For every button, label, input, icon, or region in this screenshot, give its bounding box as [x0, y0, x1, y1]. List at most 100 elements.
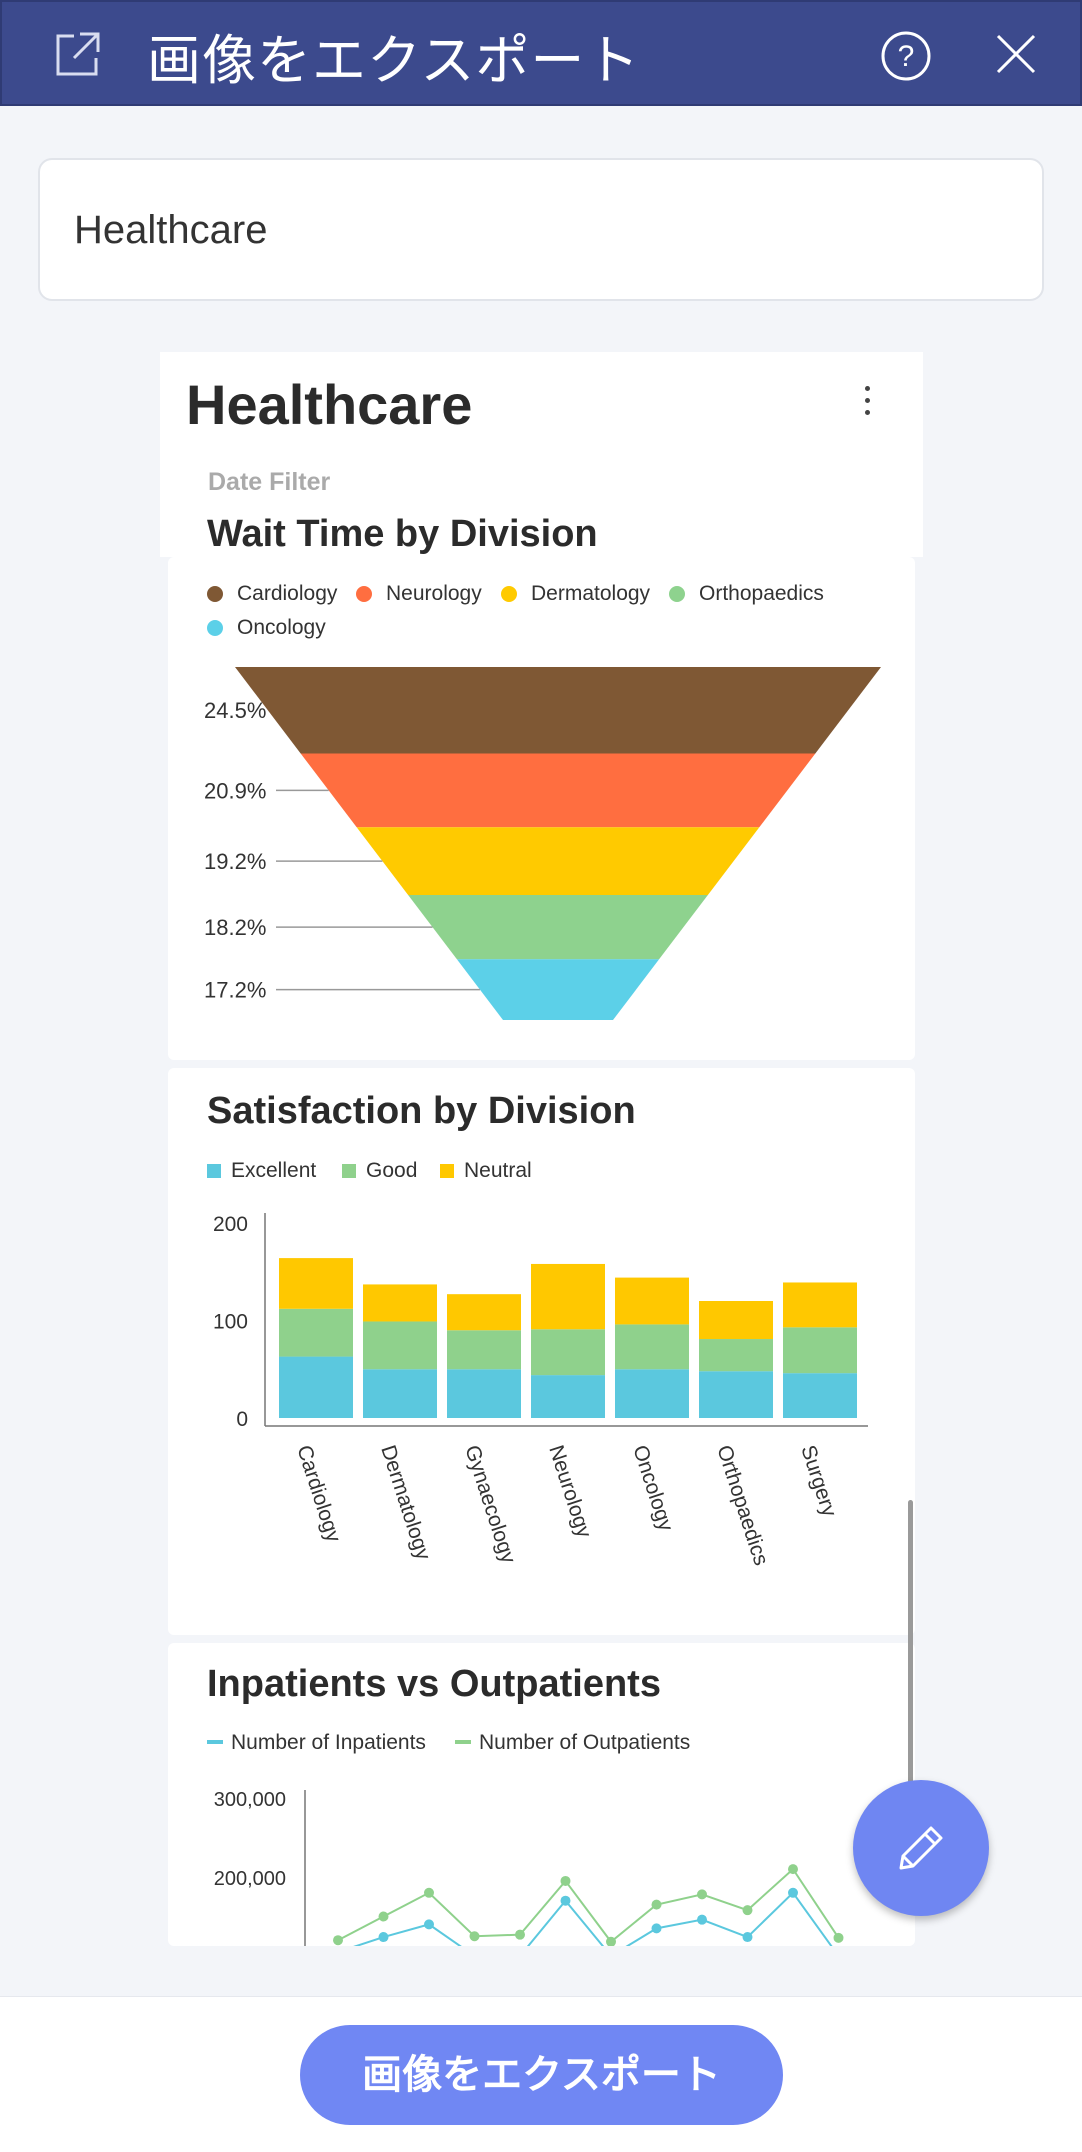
top-bar: 画像をエクスポート ? [0, 0, 1082, 106]
help-icon[interactable]: ? [880, 30, 932, 82]
data-point [378, 1911, 389, 1922]
dashboard-title: Healthcare [186, 373, 473, 436]
x-tick-label: Dermatology [376, 1442, 435, 1563]
funnel-value-label: 18.2% [204, 915, 266, 940]
funnel-segment [408, 895, 708, 960]
legend-label: Good [366, 1159, 418, 1182]
bar-segment [531, 1263, 605, 1330]
bar-segment [783, 1373, 857, 1418]
legend-item: Number of Outpatients [455, 1731, 690, 1755]
data-point [424, 1919, 434, 1930]
image-name-value: Healthcare [74, 208, 268, 252]
bar-segment [447, 1294, 521, 1331]
close-icon[interactable] [994, 32, 1038, 76]
date-filter[interactable]: Date Filter [208, 468, 331, 496]
bar-segment [363, 1321, 437, 1370]
y-tick-label: 0 [236, 1408, 248, 1431]
dialog-title: 画像をエクスポート [147, 29, 641, 92]
legend-swatch [207, 586, 223, 602]
x-tick-label: Neurology [544, 1442, 596, 1541]
bar-segment [699, 1301, 773, 1340]
bar-segment [615, 1277, 689, 1325]
legend-swatch [207, 1164, 221, 1178]
legend-label: Neutral [464, 1159, 532, 1182]
legend-label: Number of Outpatients [479, 1731, 691, 1754]
legend-item: Cardiology [207, 582, 337, 606]
svg-text:?: ? [898, 40, 915, 73]
legend-item: Oncology [207, 616, 326, 640]
bar-segment [615, 1369, 689, 1418]
export-icon[interactable] [52, 28, 104, 80]
data-point [560, 1875, 571, 1886]
legend-item: Neurology [356, 582, 482, 606]
edit-fab-button[interactable] [853, 1780, 989, 1916]
legend-item: Good [342, 1159, 417, 1183]
legend-swatch [342, 1164, 356, 1178]
legend-label: Number of Inpatients [231, 1731, 426, 1754]
x-tick-label: Orthopaedics [712, 1442, 772, 1568]
data-point [651, 1899, 662, 1910]
data-point [515, 1929, 525, 1940]
bar-segment [447, 1369, 521, 1418]
bar-segment [363, 1369, 437, 1418]
data-point [742, 1905, 753, 1916]
image-name-input[interactable]: Healthcare [38, 158, 1044, 301]
legend-swatch [207, 1740, 223, 1744]
legend-swatch [440, 1164, 454, 1178]
data-point [469, 1931, 480, 1942]
x-tick-label: Cardiology [292, 1442, 345, 1545]
data-point [697, 1889, 707, 1900]
data-point [333, 1935, 343, 1946]
wait-time-funnel-chart: 24.5% 20.9% 19.2% 18.2% 17.2% [204, 667, 881, 1020]
legend-label: Oncology [237, 616, 326, 639]
funnel-segment [356, 827, 760, 896]
funnel-value-label: 24.5% [204, 698, 266, 723]
bar-segment [699, 1339, 773, 1372]
bar-segment [531, 1329, 605, 1376]
y-tick-label: 200 [213, 1213, 248, 1236]
scrollbar[interactable] [908, 1500, 913, 1800]
bar-segment [279, 1258, 353, 1309]
dashboard-preview-header: Healthcare Date Filter [160, 352, 923, 557]
pencil-icon [899, 1826, 943, 1870]
legend-label: Neurology [386, 582, 482, 605]
legend-swatch [207, 620, 223, 636]
data-point [742, 1932, 753, 1943]
inpatients-card: Inpatients vs Outpatients Number of Inpa… [168, 1643, 915, 1946]
data-point [560, 1895, 571, 1906]
funnel-value-label: 19.2% [204, 849, 266, 874]
inpatients-line-chart: 200,000 300,000 [214, 1789, 844, 1946]
funnel-segment [235, 667, 881, 754]
x-tick-label: Gynaecology [460, 1442, 520, 1566]
export-image-button[interactable]: 画像をエクスポート [300, 2025, 783, 2125]
funnel-segment [456, 959, 660, 1020]
x-tick-label: Surgery [796, 1442, 841, 1520]
bar-segment [615, 1324, 689, 1370]
data-point [606, 1936, 616, 1946]
bar-segment [279, 1308, 353, 1357]
bar-segment [279, 1356, 353, 1418]
legend-label: Cardiology [237, 582, 338, 605]
legend-swatch [669, 586, 685, 602]
data-point [788, 1887, 798, 1898]
funnel-value-label: 17.2% [204, 978, 266, 1003]
satisfaction-bar-chart: 0 100 200 Cardiology Dermatology Gynaecology N… [213, 1213, 868, 1568]
legend-swatch [356, 586, 372, 602]
legend-swatch [501, 586, 517, 602]
y-tick-label: 300,000 [214, 1789, 286, 1811]
wait-time-title: Wait Time by Division [207, 513, 598, 555]
x-tick-label: Oncology [628, 1442, 677, 1534]
legend-swatch [455, 1740, 471, 1744]
kebab-menu-icon[interactable] [860, 386, 874, 424]
legend-item: Excellent [207, 1159, 316, 1183]
y-tick-label: 200,000 [214, 1868, 286, 1890]
bar-segment [699, 1371, 773, 1418]
legend-item: Dermatology [501, 582, 650, 606]
funnel-segment [300, 753, 816, 828]
funnel-value-label: 20.9% [204, 778, 266, 803]
bar-segment [363, 1284, 437, 1322]
bar-segment [447, 1330, 521, 1370]
data-point [697, 1914, 707, 1925]
bar-segment [783, 1282, 857, 1328]
series-line [337, 1867, 840, 1944]
